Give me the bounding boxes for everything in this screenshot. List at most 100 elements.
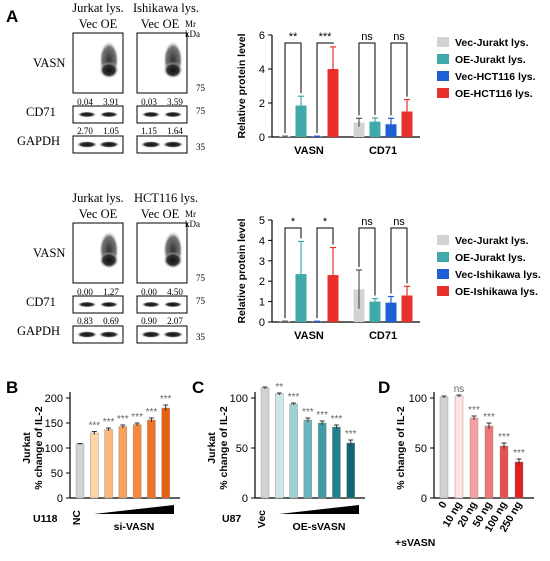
x-axis-label: si-VASN [114, 521, 155, 533]
bar [439, 396, 449, 499]
significance-mark: *** [316, 410, 328, 421]
bar [317, 422, 327, 499]
bar [484, 425, 494, 499]
y-tick-label: 3 [259, 256, 265, 268]
mr-label: Mr [185, 209, 196, 219]
significance-mark: ns [454, 384, 465, 395]
gapdh-band [98, 331, 120, 338]
panel-letter-a: A [6, 7, 18, 26]
legend-label: OE-Ishikawa lys. [455, 286, 538, 298]
vasn-oe-band [99, 61, 119, 79]
blot-row-cd71: CD71 [26, 105, 56, 119]
quant-value: 0.00 [141, 287, 157, 297]
blot-row-vasn: VASN [33, 56, 65, 70]
significance-mark: *** [319, 31, 333, 43]
blot-row-gapdh: GAPDH [17, 134, 60, 148]
bar [401, 111, 413, 137]
significance-mark: ns [393, 31, 405, 43]
quant-value: 1.05 [103, 126, 119, 136]
category-label: CD71 [369, 330, 397, 342]
cd71-band [99, 301, 119, 308]
x-group-label: U87 [222, 513, 241, 525]
blot-lane-labels: Vec OE [141, 207, 180, 221]
significance-mark: *** [131, 412, 143, 423]
significance-mark: ns [361, 31, 373, 43]
bar [104, 429, 113, 499]
blot-row-cd71: CD71 [26, 295, 56, 309]
bar [303, 419, 313, 499]
legend-swatch [437, 269, 449, 279]
blot-cd71-box [136, 295, 188, 314]
quant-value: 0.03 [141, 97, 157, 107]
significance-bracket [390, 227, 408, 294]
legend-label: Vec-Ishikawa lys. [455, 269, 541, 281]
blot-cd71-box [136, 105, 188, 124]
y-tick-label: 50 [51, 468, 63, 480]
marker-75: 75 [196, 273, 206, 283]
marker-35: 35 [196, 332, 206, 342]
blot-lane-labels: Vec OE [141, 17, 180, 31]
y-tick-label: 0 [57, 493, 63, 505]
bar [385, 124, 397, 137]
panel-letter-d: D [378, 378, 390, 397]
x-tick-label: 0 [436, 499, 449, 510]
bar [514, 461, 524, 499]
significance-mark: *** [288, 392, 300, 403]
cd71-band [77, 301, 97, 308]
y-tick-label: 200 [45, 393, 63, 405]
quant-value: 0.83 [77, 316, 93, 326]
bar [454, 395, 464, 499]
x-tick-label: Vec [256, 510, 268, 528]
y-tick-label: 4 [259, 64, 265, 76]
bar [353, 122, 365, 137]
y-tick-label: 0 [259, 317, 265, 329]
quant-value: 0.00 [77, 287, 93, 297]
gapdh-band [76, 331, 98, 338]
significance-mark: *** [331, 414, 343, 425]
y-axis-label: Relative protein level [236, 218, 248, 323]
blot-cd71-box [72, 105, 124, 124]
y-tick-label: 50 [236, 443, 248, 455]
gapdh-band [140, 141, 162, 148]
mr-label: Mr [185, 19, 196, 29]
y-tick-label: 100 [409, 393, 427, 405]
significance-mark: *** [468, 405, 480, 416]
quant-value: 1.27 [103, 287, 119, 297]
legend-swatch [437, 286, 449, 296]
significance-mark: *** [88, 421, 100, 432]
bar [369, 301, 381, 322]
significance-bracket [316, 227, 334, 319]
quant-value: 3.91 [103, 97, 119, 107]
cd71-band [163, 301, 183, 308]
legend-label: Vec-Jurakt lys. [455, 37, 529, 49]
bar [469, 417, 479, 499]
y-tick-label: 1 [259, 297, 265, 309]
y-tick-label: 2 [259, 276, 265, 288]
y-tick-label: 0 [259, 132, 265, 144]
vasn-oe-band [163, 251, 183, 269]
significance-bracket [358, 42, 376, 116]
y-tick-label: 100 [45, 443, 63, 455]
significance-mark: *** [302, 407, 314, 418]
panel-letter-b: B [6, 378, 18, 397]
cd71-band [141, 301, 161, 308]
quant-value: 0.69 [103, 316, 119, 326]
significance-bracket [284, 227, 302, 319]
blot-lane-labels: Vec OE [79, 207, 118, 221]
bar [295, 105, 307, 137]
category-label: VASN [294, 330, 324, 342]
kda-label: kDa [185, 29, 200, 39]
legend-label: OE-Jurakt lys. [455, 252, 526, 264]
blot-row-vasn: VASN [33, 246, 65, 260]
bar [289, 403, 298, 499]
bar [132, 424, 142, 499]
quant-value: 1.64 [167, 126, 183, 136]
cd71-band [77, 111, 97, 118]
y-tick-label: 50 [415, 443, 427, 455]
blot-group-title: Jurkat lys. [72, 191, 123, 205]
x-group-label: +sVASN [395, 537, 435, 549]
y-tick-label: 4 [259, 235, 265, 247]
y-tick-label: 6 [259, 30, 265, 42]
legend-swatch [437, 252, 449, 262]
